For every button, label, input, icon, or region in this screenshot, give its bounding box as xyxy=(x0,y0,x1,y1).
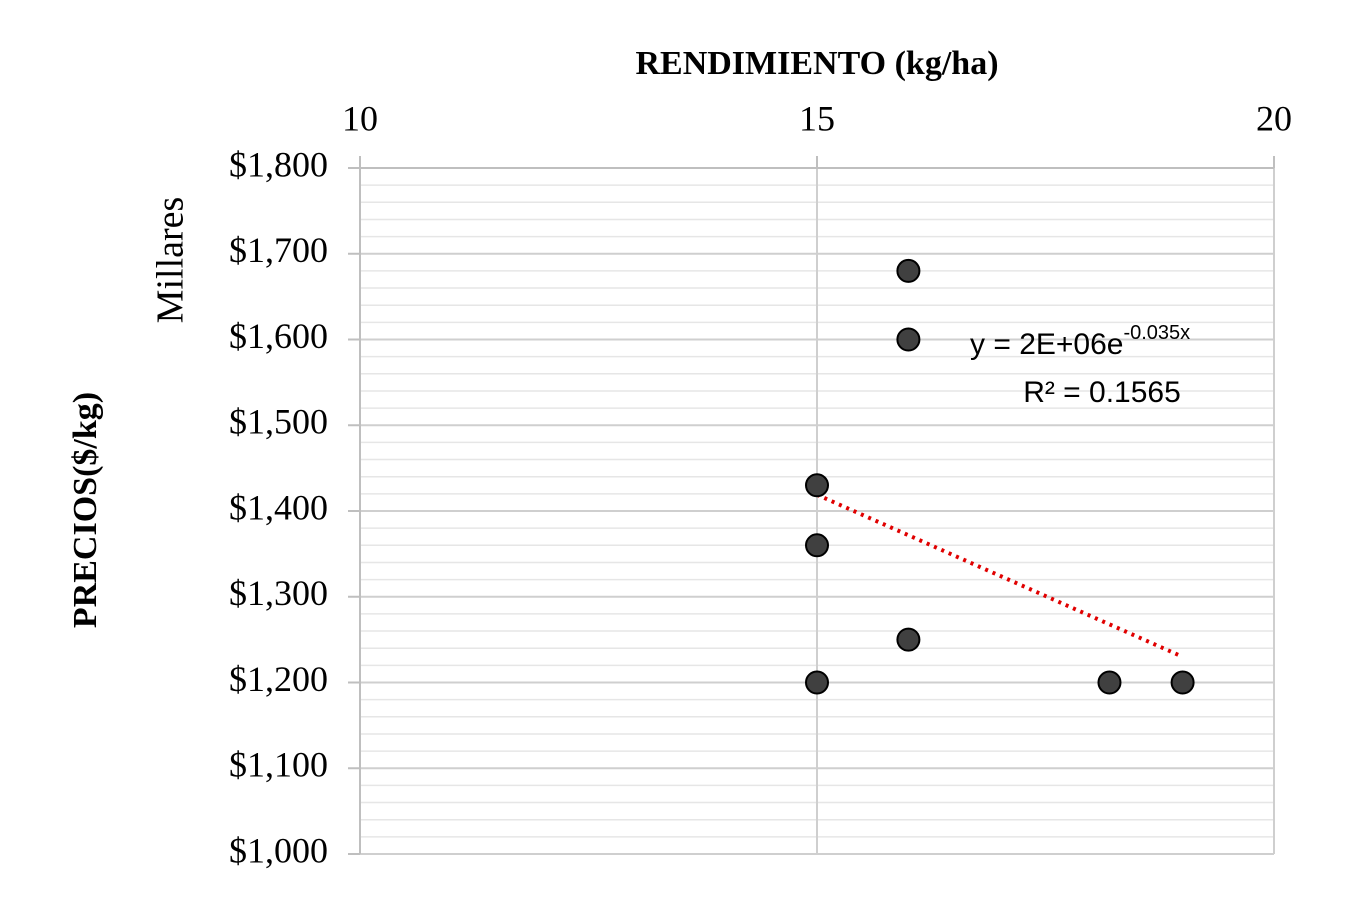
point xyxy=(805,473,829,498)
y-tick-label: $1,700 xyxy=(229,230,328,270)
y-tick-label: $1,100 xyxy=(229,745,328,785)
point xyxy=(1097,670,1122,695)
y-tick-label: $1,400 xyxy=(229,487,328,527)
r-squared: R² = 0.1565 xyxy=(1023,376,1181,409)
equation-base: y = 2E+06e xyxy=(970,328,1123,361)
y-tick-label: $1,600 xyxy=(229,316,328,356)
point xyxy=(896,627,921,652)
x-tick-label: 20 xyxy=(1256,98,1292,138)
y-tick-label: $1,800 xyxy=(229,144,328,184)
y-tick-label: $1,200 xyxy=(229,659,328,699)
y-tick-label: $1,300 xyxy=(229,573,328,613)
y-tick-label: $1,500 xyxy=(229,402,328,442)
point xyxy=(896,258,921,283)
y-unit-label: Millares xyxy=(150,197,192,324)
trend-equation: y = 2E+06e-0.035x xyxy=(970,322,1190,361)
point xyxy=(1170,670,1195,695)
trendline xyxy=(816,492,1184,659)
equation-exponent: -0.035x xyxy=(1123,322,1190,344)
y-axis-title: PRECIOS($/kg) xyxy=(67,392,104,628)
x-axis-title: RENDIMIENTO (kg/ha) xyxy=(635,45,998,82)
point xyxy=(896,327,921,352)
y-tick-label: $1,000 xyxy=(229,830,328,870)
x-tick-label: 10 xyxy=(342,98,378,138)
x-tick-label: 15 xyxy=(799,98,835,138)
plot-layer: $1,000 $1,100 $1,200 $1,300 $1,400 $1,500 $1,6… xyxy=(229,98,1292,870)
point xyxy=(805,670,829,695)
point xyxy=(805,533,829,558)
